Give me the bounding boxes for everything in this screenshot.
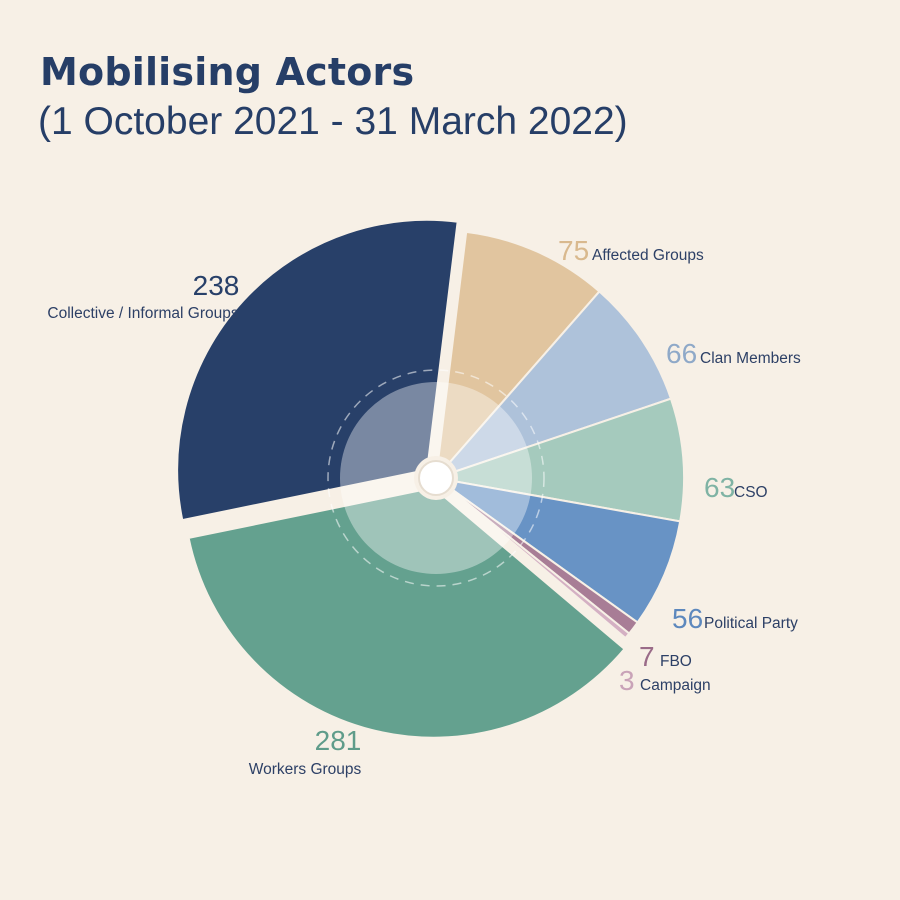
category-label-collective-informal-groups: Collective / Informal Groups: [47, 305, 238, 322]
value-label-fbo: 7: [639, 641, 655, 672]
value-label-affected-groups: 75: [558, 235, 589, 266]
category-label-workers-groups: Workers Groups: [249, 761, 362, 778]
chart-title: Mobilising Actors: [40, 50, 415, 94]
category-label-political-party: Political Party: [704, 615, 798, 632]
pie-slice-political-party: [435, 477, 682, 624]
category-label-affected-groups: Affected Groups: [592, 247, 704, 264]
value-label-political-party: 56: [672, 603, 703, 634]
value-label-workers-groups: 281: [315, 725, 362, 756]
hub-center-inner: [418, 460, 454, 496]
pie-slice-workers-groups: [187, 486, 626, 739]
category-label-clan-members: Clan Members: [700, 350, 801, 367]
chart-subtitle: (1 October 2021 - 31 March 2022): [38, 100, 628, 143]
pie-slice-cso: [435, 397, 685, 523]
hub-dashed-ring: [327, 369, 545, 587]
value-label-campaign: 3: [619, 665, 635, 696]
pie-slice-affected-groups: [434, 230, 601, 482]
pie-slice-clan-members: [432, 290, 673, 481]
value-label-collective-informal-groups: 238: [193, 270, 240, 301]
pie-slice-collective-informal-groups: [176, 218, 459, 522]
category-label-fbo: FBO: [660, 653, 692, 670]
category-label-cso: CSO: [734, 484, 768, 501]
category-label-campaign: Campaign: [640, 677, 711, 694]
value-label-cso: 63: [704, 472, 735, 503]
pie-slice-campaign: [435, 477, 631, 640]
value-label-clan-members: 66: [666, 338, 697, 369]
